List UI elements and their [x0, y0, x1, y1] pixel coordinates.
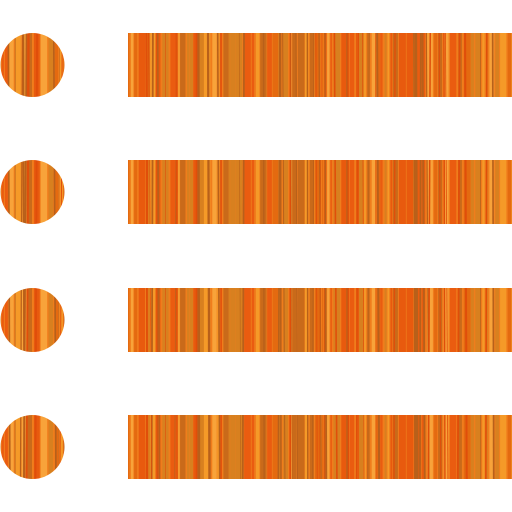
list-row: [0, 33, 512, 97]
list-row: [0, 160, 512, 224]
list-row: [0, 415, 512, 479]
list-row: [0, 288, 512, 352]
bullet-dot: [0, 415, 65, 479]
list-line: [128, 415, 512, 479]
bullet-dot: [0, 160, 65, 224]
bullet-dot: [0, 288, 65, 352]
bullet-dot: [0, 33, 65, 97]
list-line: [128, 288, 512, 352]
list-line: [128, 33, 512, 97]
list-line: [128, 160, 512, 224]
